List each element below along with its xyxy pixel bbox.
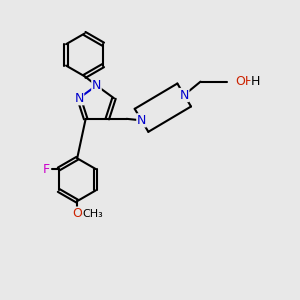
Text: N: N xyxy=(74,92,84,105)
Text: H: H xyxy=(251,75,260,88)
Text: N: N xyxy=(92,79,101,92)
Text: F: F xyxy=(43,163,50,176)
Text: N: N xyxy=(179,88,189,101)
Text: N: N xyxy=(137,114,146,127)
Text: O: O xyxy=(72,207,82,220)
Text: CH₃: CH₃ xyxy=(83,208,104,219)
Text: OH: OH xyxy=(235,75,254,88)
